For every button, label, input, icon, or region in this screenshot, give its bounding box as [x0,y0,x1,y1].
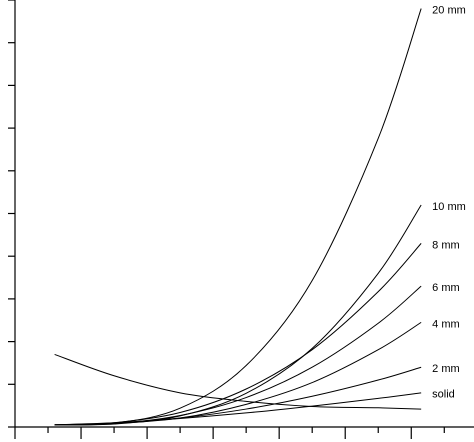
series-label: 6 mm [432,282,460,294]
series-label: 20 mm [432,4,466,16]
curve [54,366,422,426]
curve [54,8,422,426]
series-label: 8 mm [432,239,460,251]
series-label: 10 mm [432,201,466,213]
curve [54,204,422,426]
curve [54,392,422,426]
series-label: solid [432,389,455,401]
series-label: 4 mm [432,318,460,330]
series-label: 2 mm [432,363,460,375]
curve [54,285,422,426]
curve [54,353,422,410]
